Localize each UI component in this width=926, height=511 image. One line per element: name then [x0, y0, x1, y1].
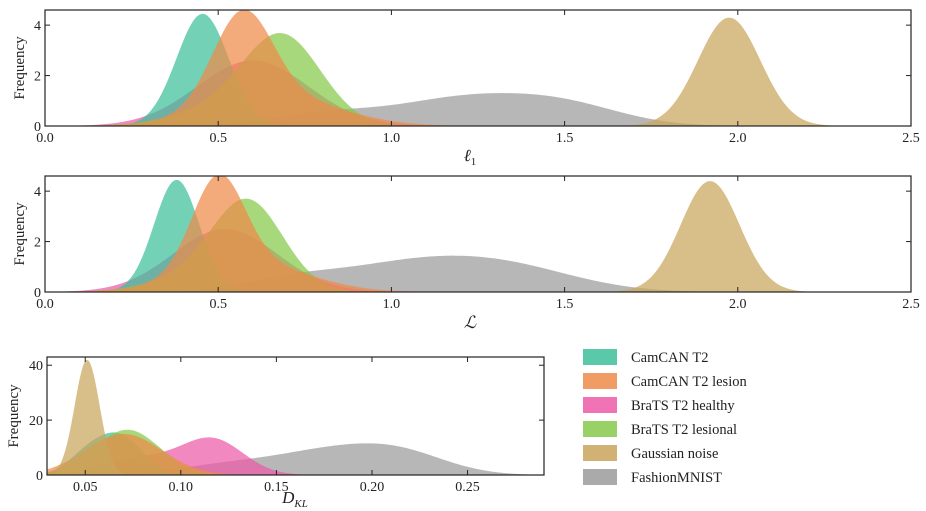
x-tick-label: 0.05: [73, 480, 98, 495]
x-axis-label: ℒ: [464, 313, 477, 332]
series-area-camcan-t2-lesion: [47, 433, 544, 475]
legend-item-brats-t2-healthy: BraTS T2 healthy: [583, 397, 735, 414]
axes-frame: [44, 175, 912, 293]
legend-label: FashionMNIST: [631, 470, 722, 486]
y-tick-label: 0: [34, 286, 41, 301]
y-axis-label: Frequency: [12, 202, 28, 266]
x-axis-label: DKL: [281, 488, 308, 510]
y-tick-label: 0: [34, 120, 41, 135]
axes-frame: [44, 9, 912, 127]
x-tick-label: 2.0: [729, 297, 747, 312]
x-tick-label: 1.5: [556, 131, 574, 146]
y-ticks: 0 2 4: [34, 185, 911, 301]
x-tick-label: 1.5: [556, 297, 574, 312]
y-axis-label: Frequency: [12, 36, 28, 100]
x-tick-label: 1.0: [383, 297, 401, 312]
legend-swatch: [583, 397, 617, 413]
x-tick-label: 0.25: [455, 480, 480, 495]
series-area-camcan-t2-lesion: [45, 10, 911, 126]
axes-frame: [46, 356, 545, 476]
legend-item-camcan-t2: CamCAN T2: [583, 349, 708, 366]
chart-panel-loss: 0.0 0.5 1.0 1.5 2.0 2.5 0 2 4 Frequency ℒ: [12, 175, 920, 332]
legend: CamCAN T2 CamCAN T2 lesion BraTS T2 health…: [583, 349, 747, 486]
series-area-fashionmnist: [45, 93, 911, 126]
x-tick-label: 1.0: [383, 131, 401, 146]
x-tick-label: 2.5: [902, 297, 920, 312]
y-tick-label: 2: [34, 236, 41, 251]
x-ticks: 0.0 0.5 1.0 1.5 2.0 2.5: [36, 10, 920, 146]
x-tick-label: 2.0: [729, 131, 747, 146]
legend-item-gaussian-noise: Gaussian noise: [583, 445, 718, 462]
y-tick-label: 4: [34, 185, 41, 200]
legend-label: CamCAN T2 lesion: [631, 374, 747, 390]
legend-swatch: [583, 373, 617, 389]
series-area-fashionmnist: [47, 443, 544, 475]
legend-label: Gaussian noise: [631, 446, 718, 462]
chart-panel-dkl: 0.05 0.10 0.15 0.20 0.25 0 20 40 Frequency DKL: [6, 356, 545, 510]
legend-label: BraTS T2 lesional: [631, 422, 737, 438]
plot-area: [45, 176, 911, 292]
y-tick-label: 20: [29, 414, 43, 429]
series-area-gaussian-noise: [47, 359, 544, 475]
x-tick-label: 0.10: [169, 480, 194, 495]
y-axis-label: Frequency: [6, 384, 22, 448]
series-area-gaussian-noise: [45, 181, 911, 292]
legend-label: CamCAN T2: [631, 350, 708, 366]
chart-panel-l1: 0.0 0.5 1.0 1.5 2.0 2.5 0 2 4 Frequency ℓ1: [12, 9, 920, 168]
x-tick-label: 0.5: [209, 297, 227, 312]
legend-swatch: [583, 469, 617, 485]
x-tick-label: 2.5: [902, 131, 920, 146]
x-tick-label: 0.5: [209, 131, 227, 146]
y-tick-label: 4: [34, 19, 41, 34]
y-ticks: 0 2 4: [34, 19, 911, 135]
legend-label: BraTS T2 healthy: [631, 398, 735, 414]
y-tick-label: 40: [29, 359, 43, 374]
y-tick-label: 2: [34, 70, 41, 85]
legend-item-fashionmnist: FashionMNIST: [583, 469, 722, 486]
legend-item-brats-t2-lesional: BraTS T2 lesional: [583, 421, 737, 438]
series-area-camcan-t2-lesion: [45, 176, 911, 292]
legend-item-camcan-t2-lesion: CamCAN T2 lesion: [583, 373, 747, 390]
legend-swatch: [583, 349, 617, 365]
plot-area: [47, 359, 544, 475]
series-area-gaussian-noise: [45, 17, 911, 126]
plot-area: [45, 10, 911, 126]
x-tick-label: 0.0: [36, 131, 54, 146]
series-area-camcan-t2: [45, 179, 911, 292]
y-tick-label: 0: [36, 469, 43, 484]
legend-swatch: [583, 445, 617, 461]
legend-swatch: [583, 421, 617, 437]
x-axis-label: ℓ1: [464, 146, 477, 168]
x-tick-label: 0.15: [264, 480, 289, 495]
y-ticks: 0 20 40: [29, 359, 544, 484]
x-ticks: 0.0 0.5 1.0 1.5 2.0 2.5: [36, 176, 920, 312]
x-tick-label: 0.0: [36, 297, 54, 312]
x-ticks: 0.05 0.10 0.15 0.20 0.25: [73, 357, 480, 495]
x-tick-label: 0.20: [360, 480, 385, 495]
